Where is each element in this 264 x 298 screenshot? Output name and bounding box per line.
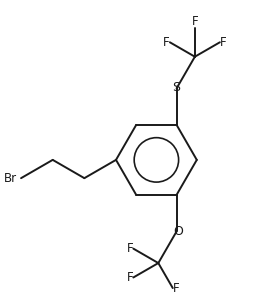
Text: F: F [163,36,170,49]
Text: Br: Br [4,172,17,185]
Text: F: F [220,36,227,49]
Text: F: F [192,15,198,28]
Text: F: F [127,271,133,284]
Text: S: S [173,81,181,94]
Text: F: F [127,242,133,255]
Text: F: F [173,282,179,294]
Text: O: O [173,225,183,238]
